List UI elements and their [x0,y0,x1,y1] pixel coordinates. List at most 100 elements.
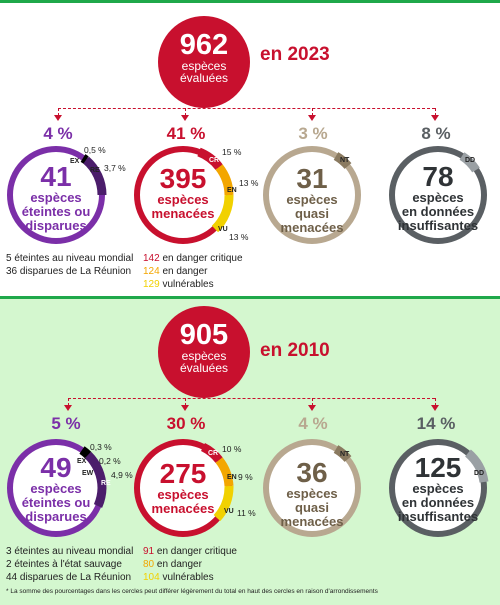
detail-line: 142 en danger critique [143,252,243,265]
number-near-2023: 31 [296,163,328,194]
label-extinct-2-2023: éteintes ou [21,204,91,219]
seg-pct-re-2010: 4,9 % [111,470,133,480]
tag-cr-2010: CR [208,450,219,457]
percent-threatened-2023: 41 % [166,124,206,143]
text-extinct-2023: 41 espèces éteintes ou disparues [8,163,104,233]
number-extinct-2023: 41 [40,161,72,192]
percent-near-2010: 4 % [298,414,328,433]
detail-line: 91 en danger critique [143,545,237,558]
label-data-1-2010: espèces [412,481,464,496]
detail-line: 104 vulnérables [143,571,237,584]
arrow-down-icon [54,115,62,121]
text-near-2023: 31 espèces quasi menacées [264,165,360,235]
panel-2023 [0,3,500,296]
text-threatened-2010: 275 espèces menacées [135,460,231,516]
connector-line-2023 [58,108,435,109]
text-extinct-2010: 49 espèces éteintes ou disparues [8,454,104,524]
tag-vu-2023: VU [218,226,228,233]
detail-line: 124 en danger [143,265,243,278]
percent-data-2023: 8 % [421,124,451,143]
detail-count: 91 [143,546,155,557]
ring-data-2010 [389,439,489,537]
label-threatened-2-2010: menacées [151,501,215,516]
label-data-3-2023: insuffisantes [397,218,479,233]
ring-near-2010 [263,439,361,537]
ring-threatened-2010 [134,439,234,537]
detail-count: 124 [143,266,160,277]
arrow-down-icon [181,115,189,121]
total-label-line2-2023: évaluées [179,71,229,85]
tag-en-2023: EN [227,187,237,194]
label-data-2-2023: en données [401,204,475,219]
text-data-2010: 125 espèces en données insuffisantes [388,454,488,524]
tag-dd-2023: DD [465,157,476,164]
tag-en-2010: EN [227,474,237,481]
connector-drop-4-2023 [435,108,436,116]
seg-pct-vu-2023: 13 % [229,232,249,242]
label-extinct-3-2010: disparues [25,509,87,524]
detail-count: 129 [143,279,160,290]
total-label-line1-2023: espèces [181,59,227,73]
detail-line: 3 éteintes au niveau mondial [6,546,134,557]
number-near-2010: 36 [296,457,328,488]
tag-re-2023: RE [90,167,100,174]
number-extinct-2010: 49 [40,452,72,483]
number-threatened-2023: 395 [159,163,207,194]
total-label-line1-2010: espèces [181,349,227,363]
seg-pct-en-2023: 13 % [239,178,259,188]
label-near-3-2023: menacées [280,220,344,235]
label-data-2-2010: en données [401,495,475,510]
detail-text: en danger [159,266,208,277]
arrow-down-icon [431,405,439,411]
total-label-line2-2010: évaluées [179,361,229,375]
number-data-2023: 78 [422,161,454,192]
tag-dd-2010: DD [474,470,485,477]
label-threatened-2-2023: menacées [151,206,215,221]
detail-count: 80 [143,559,155,570]
connector-drop-1-2010 [68,398,69,406]
details-threatened-2023: 142 en danger critique 124 en danger 129… [143,252,243,291]
footnote: * La somme des pourcentages dans les cer… [6,588,378,595]
percent-data-2010: 14 % [416,414,456,433]
label-near-2-2023: quasi [295,206,329,221]
details-extinct-2023: 5 éteintes au niveau mondial 36 disparue… [6,252,133,278]
connector-drop-1-2023 [58,108,59,116]
connector-drop-3-2010 [312,398,313,406]
details-extinct-2010: 3 éteintes au niveau mondial 2 éteintes … [6,545,133,584]
percent-extinct-2023: 4 % [43,124,73,143]
details-threatened-2010: 91 en danger critique 80 en danger 104 v… [143,545,237,584]
text-near-2010: 36 espèces quasi menacées [264,459,360,529]
tag-cr-2023: CR [209,157,220,164]
label-extinct-2-2010: éteintes ou [21,495,91,510]
arrow-down-icon [64,405,72,411]
ring-extinct-2023 [7,146,107,244]
label-near-2-2010: quasi [295,500,329,515]
detail-text: vulnérables [159,572,214,583]
seg-pct-cr-2010: 10 % [222,444,242,454]
seg-pct-ex-2010: 0,3 % [90,442,112,452]
label-near-1-2010: espèces [286,486,338,501]
seg-pct-vu-2010: 11 % [237,508,256,518]
detail-text: vulnérables [159,279,214,290]
detail-count: 104 [143,572,160,583]
percent-threatened-2010: 30 % [166,414,206,433]
label-extinct-1-2010: espèces [30,481,82,496]
percent-extinct-2010: 5 % [51,414,81,433]
text-threatened-2023: 395 espèces menacées [135,165,231,221]
arrow-down-icon [431,115,439,121]
section-divider [0,296,500,299]
total-circle-2023: 962 espèces évaluées [158,16,250,108]
ring-data-2023 [389,146,487,244]
label-near-3-2010: menacées [280,514,344,529]
seg-pct-cr-2023: 15 % [222,147,242,157]
detail-text: en danger critique [154,546,237,557]
total-number-2010: 905 [179,319,229,351]
detail-text: en danger [154,559,202,570]
tag-nt-2010: NT [340,451,350,458]
label-data-1-2023: espèces [412,190,464,205]
detail-line: 129 vulnérables [143,278,243,291]
ring-extinct-2010 [7,439,107,537]
connector-drop-2-2023 [185,108,186,116]
year-label-2023: en 2023 [260,44,330,65]
connector-line-2010 [68,398,435,399]
